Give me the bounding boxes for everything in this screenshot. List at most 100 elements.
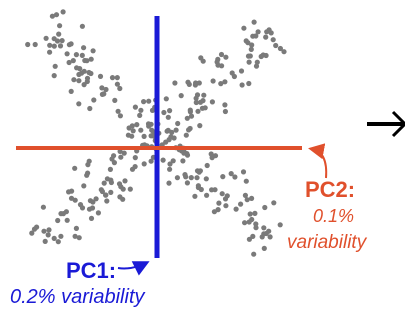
scatter-point xyxy=(117,113,123,119)
scatter-point xyxy=(249,195,255,201)
scatter-point xyxy=(64,217,70,223)
scatter-point xyxy=(86,206,93,212)
scatter-point xyxy=(115,108,121,114)
scatter-point xyxy=(195,183,201,189)
scatter-point xyxy=(146,98,152,104)
scatter-point xyxy=(185,79,191,85)
scatter-point xyxy=(165,114,171,120)
scatter-point xyxy=(219,191,225,197)
scatter-point xyxy=(254,59,260,65)
scatter-point xyxy=(184,180,190,186)
scatter-point xyxy=(132,104,138,110)
scatter-point xyxy=(114,81,120,87)
scatter-point xyxy=(211,209,217,215)
scatter-point xyxy=(57,23,63,29)
scatter-point xyxy=(29,230,35,236)
scatter-point xyxy=(167,161,173,167)
scatter-point xyxy=(210,78,216,84)
scatter-point xyxy=(252,210,258,216)
scatter-point xyxy=(109,75,116,81)
scatter-point xyxy=(69,188,75,194)
scatter-point xyxy=(57,43,64,49)
scatter-point xyxy=(170,158,176,164)
scatter-point xyxy=(93,196,99,202)
scatter-point xyxy=(228,171,234,177)
scatter-point xyxy=(47,42,53,48)
pc2-variability-label: variability xyxy=(287,232,367,253)
scatter-point xyxy=(167,166,173,172)
scatter-point xyxy=(215,62,221,68)
scatter-point xyxy=(164,128,170,134)
scatter-point xyxy=(141,133,147,139)
scatter-point xyxy=(183,132,189,138)
scatter-point xyxy=(258,53,264,60)
scatter-point xyxy=(263,34,269,40)
scatter-point xyxy=(184,151,190,157)
scatter-point xyxy=(224,193,230,199)
pc1-title: PC1: xyxy=(66,258,117,283)
scatter-point xyxy=(246,80,252,87)
scatter-point xyxy=(111,160,117,166)
scatter-point xyxy=(137,112,143,118)
scatter-point xyxy=(127,186,133,192)
scatter-point xyxy=(118,154,124,160)
scatter-point xyxy=(87,105,93,112)
scatter-point xyxy=(112,97,118,103)
scatter-point xyxy=(209,99,215,105)
scatter-point xyxy=(222,102,228,108)
scatter-point xyxy=(41,228,47,234)
scatter-point xyxy=(85,170,91,176)
scatter-point xyxy=(141,161,147,167)
scatter-point xyxy=(32,41,38,48)
scatter-point xyxy=(63,209,69,215)
scatter-point xyxy=(188,175,194,181)
scatter-point xyxy=(81,45,87,51)
scatter-point xyxy=(161,109,167,116)
scatter-point xyxy=(138,127,144,133)
scatter-point xyxy=(216,200,222,206)
scatter-point xyxy=(101,91,107,97)
scatter-point xyxy=(47,49,53,55)
scatter-point xyxy=(268,30,274,36)
scatter-point xyxy=(253,221,259,227)
scatter-point xyxy=(247,211,253,217)
scatter-point xyxy=(99,85,105,91)
scatter-point xyxy=(261,225,267,231)
scatter-point xyxy=(199,105,205,111)
scatter-point xyxy=(204,162,210,169)
scatter-point xyxy=(277,45,283,52)
scatter-point xyxy=(192,82,198,88)
scatter-point xyxy=(81,183,87,189)
scatter-point xyxy=(160,157,166,163)
scatter-point xyxy=(79,23,85,29)
scatter-point xyxy=(270,37,276,43)
scatter-point xyxy=(34,224,40,230)
scatter-point xyxy=(122,178,128,184)
scatter-point xyxy=(107,166,113,172)
scatter-point xyxy=(88,56,94,62)
scatter-point xyxy=(90,199,96,205)
scatter-point xyxy=(163,139,169,145)
scatter-point xyxy=(172,80,178,86)
scatter-point xyxy=(134,122,140,128)
scatter-point xyxy=(215,56,221,63)
scatter-point xyxy=(108,179,114,186)
scatter-point xyxy=(53,12,60,18)
scatter-point xyxy=(77,202,84,208)
scatter-point xyxy=(193,95,199,101)
scatter-point xyxy=(101,180,107,186)
scatter-point xyxy=(200,58,206,64)
scatter-point xyxy=(99,188,105,195)
scatter-point xyxy=(125,132,131,138)
scatter-point xyxy=(49,13,56,19)
scatter-point xyxy=(182,172,188,178)
scatter-point xyxy=(222,108,228,115)
scatter-point xyxy=(244,197,250,203)
scatter-point xyxy=(58,233,64,239)
scatter-point xyxy=(242,192,248,198)
scatter-point xyxy=(243,178,249,184)
scatter-point xyxy=(121,150,127,156)
scatter-point xyxy=(240,169,247,175)
scatter-point xyxy=(81,82,87,88)
